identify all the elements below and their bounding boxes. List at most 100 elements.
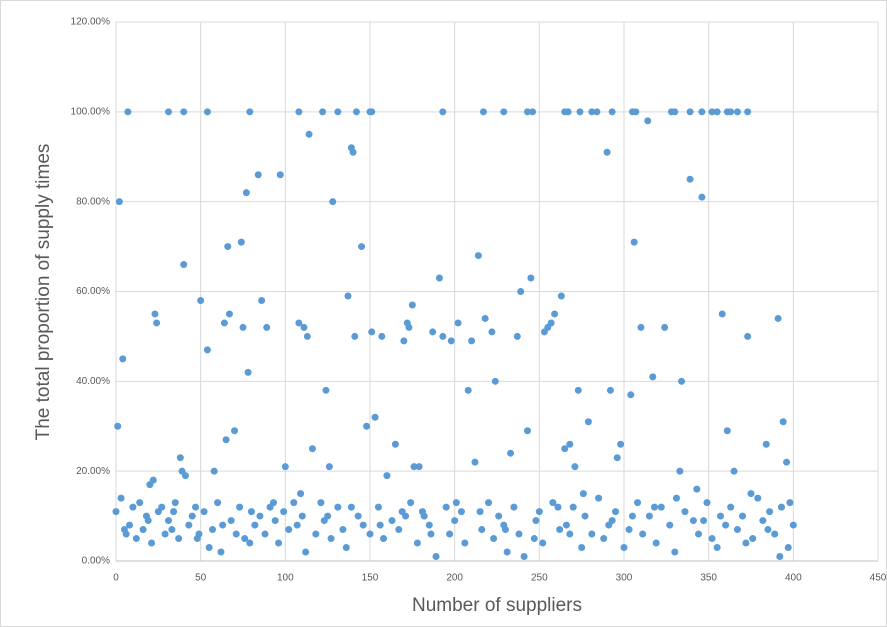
point bbox=[605, 521, 613, 529]
point bbox=[227, 517, 235, 525]
point bbox=[485, 499, 493, 507]
point bbox=[777, 503, 785, 511]
point bbox=[214, 499, 222, 507]
point bbox=[247, 508, 255, 516]
point bbox=[342, 544, 350, 552]
point bbox=[203, 108, 211, 116]
point bbox=[293, 521, 301, 529]
point bbox=[112, 508, 120, 516]
point bbox=[490, 535, 498, 543]
point bbox=[581, 512, 589, 520]
point bbox=[713, 544, 721, 552]
point bbox=[146, 481, 154, 489]
point bbox=[452, 499, 460, 507]
point bbox=[557, 292, 565, 300]
point bbox=[789, 521, 797, 529]
point bbox=[359, 521, 367, 529]
point bbox=[276, 171, 284, 179]
point bbox=[530, 535, 538, 543]
point bbox=[730, 467, 738, 475]
point bbox=[457, 508, 465, 516]
point bbox=[271, 517, 279, 525]
x-tick-label: 50 bbox=[195, 573, 207, 584]
point bbox=[180, 261, 188, 269]
point bbox=[327, 535, 335, 543]
point bbox=[231, 427, 239, 435]
point bbox=[532, 517, 540, 525]
point bbox=[774, 314, 782, 322]
point bbox=[742, 539, 750, 547]
point bbox=[232, 530, 240, 538]
point bbox=[209, 526, 217, 534]
point bbox=[217, 548, 225, 556]
point bbox=[148, 539, 156, 547]
point bbox=[744, 332, 752, 340]
point bbox=[759, 517, 767, 525]
point bbox=[744, 108, 752, 116]
y-axis-title: The total proportion of supply times bbox=[33, 144, 54, 441]
point bbox=[256, 512, 264, 520]
point bbox=[170, 508, 178, 516]
point bbox=[168, 526, 176, 534]
point bbox=[747, 490, 755, 498]
point bbox=[405, 323, 413, 331]
point bbox=[429, 328, 437, 336]
point bbox=[395, 526, 403, 534]
point bbox=[520, 553, 528, 561]
point bbox=[578, 544, 586, 552]
point bbox=[698, 193, 706, 201]
point bbox=[413, 539, 421, 547]
point bbox=[258, 296, 266, 304]
point bbox=[237, 238, 245, 246]
point bbox=[200, 508, 208, 516]
point bbox=[241, 535, 249, 543]
point bbox=[672, 494, 680, 502]
point bbox=[630, 238, 638, 246]
point bbox=[164, 517, 172, 525]
point bbox=[380, 535, 388, 543]
point bbox=[352, 108, 360, 116]
x-tick-label: 200 bbox=[446, 573, 463, 584]
point bbox=[603, 148, 611, 156]
point bbox=[474, 252, 482, 260]
point bbox=[666, 521, 674, 529]
point bbox=[442, 503, 450, 511]
point bbox=[713, 108, 721, 116]
point bbox=[649, 373, 657, 381]
point bbox=[749, 535, 757, 543]
point bbox=[779, 418, 787, 426]
point bbox=[554, 503, 562, 511]
point bbox=[722, 521, 730, 529]
point bbox=[300, 323, 308, 331]
x-tick-label: 350 bbox=[700, 573, 717, 584]
point bbox=[634, 499, 642, 507]
point bbox=[551, 310, 559, 318]
point bbox=[366, 530, 374, 538]
point bbox=[325, 463, 333, 471]
point bbox=[425, 521, 433, 529]
point bbox=[115, 198, 123, 206]
point bbox=[114, 422, 122, 430]
point bbox=[446, 530, 454, 538]
point bbox=[368, 108, 376, 116]
point bbox=[612, 508, 620, 516]
point bbox=[588, 108, 596, 116]
point bbox=[733, 108, 741, 116]
point bbox=[400, 337, 408, 345]
y-tick-label: 80.00% bbox=[76, 196, 110, 207]
point bbox=[628, 512, 636, 520]
point bbox=[132, 535, 140, 543]
point bbox=[317, 499, 325, 507]
point bbox=[686, 108, 694, 116]
point bbox=[383, 472, 391, 480]
point bbox=[439, 332, 447, 340]
point bbox=[188, 512, 196, 520]
point bbox=[645, 512, 653, 520]
point bbox=[566, 530, 574, 538]
point bbox=[678, 377, 686, 385]
point bbox=[297, 490, 305, 498]
point bbox=[447, 337, 455, 345]
point bbox=[308, 445, 316, 453]
point bbox=[766, 508, 774, 516]
